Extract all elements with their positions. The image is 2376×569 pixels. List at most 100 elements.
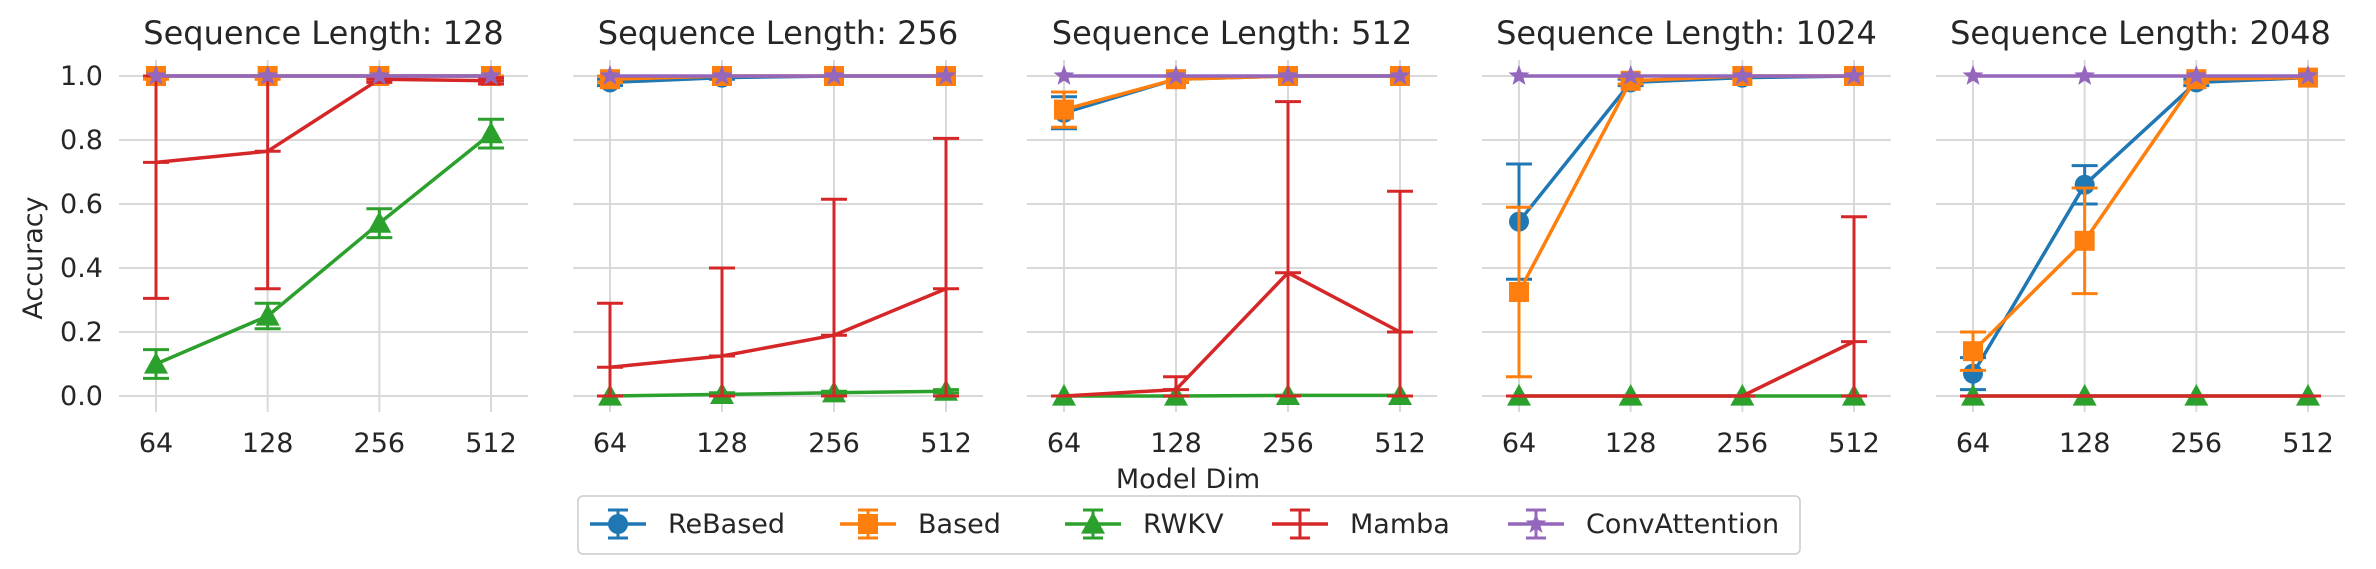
legend-marker (858, 514, 878, 534)
data-point (1963, 341, 1983, 362)
series-line (1971, 75, 2309, 353)
legend-marker (1081, 512, 1105, 534)
x-tick-label: 128 (696, 428, 748, 459)
y-tick-label: 0.4 (60, 253, 103, 284)
data-point (367, 211, 392, 233)
data-point (1053, 65, 1075, 85)
x-tick-label: 256 (808, 428, 860, 459)
x-tick-label: 128 (1150, 428, 1202, 459)
y-tick-label: 1.0 (60, 61, 103, 92)
data-point (2074, 174, 2095, 195)
series-rwkv (143, 117, 504, 380)
series-line (1063, 74, 1400, 112)
legend: ReBased Based RWKV Mamba ConvAttention (577, 495, 1801, 555)
legend-label: Mamba (1350, 509, 1450, 540)
data-point (480, 65, 502, 85)
panel-title: Sequence Length: 128 (143, 14, 503, 52)
panel-1: Sequence Length: 128 0.0 0.2 0.4 0.6 0.8 1.0 64… (60, 14, 528, 459)
panel-2: Sequence Length: 256 64 128 256 512 (573, 14, 983, 459)
series-mamba (597, 136, 959, 398)
legend-item-based: Based (840, 508, 1001, 540)
series-convattention (1053, 65, 1411, 85)
x-tick-label: 512 (1374, 428, 1426, 459)
x-tick-label: 64 (139, 428, 173, 459)
x-tick-label: 64 (1956, 428, 1990, 459)
x-tick-label: 256 (2171, 428, 2223, 459)
legend-frame (577, 495, 1801, 555)
legend-item-rwkv: RWKV (1065, 508, 1224, 540)
panel-5: Sequence Length: 2048 64 128 256 512 (1936, 14, 2345, 459)
y-tick-label: 0.0 (60, 381, 103, 412)
data-point (1843, 65, 1865, 85)
data-point (2074, 230, 2095, 251)
x-tick-label: 64 (1502, 428, 1536, 459)
x-tick-label: 256 (1262, 428, 1314, 459)
panel-title: Sequence Length: 1024 (1496, 14, 1877, 52)
x-tick-label: 512 (465, 428, 517, 459)
x-tick-label: 64 (1047, 428, 1081, 459)
data-point (1389, 65, 1411, 85)
series-mamba (1051, 100, 1413, 398)
data-point (823, 65, 845, 85)
data-point (479, 121, 503, 144)
legend-label: RWKV (1143, 509, 1224, 540)
series-mamba (1506, 215, 1867, 398)
chart-panels: Sequence Length: 128 0.0 0.2 0.4 0.6 0.8 1.0 64… (60, 14, 2345, 459)
data-point (935, 65, 957, 85)
series-mamba (143, 74, 504, 300)
y-tick-label: 0.8 (60, 125, 103, 156)
x-axis-label: Model Dim (1116, 464, 1260, 495)
x-tick-label: 512 (1828, 428, 1880, 459)
series-line (609, 287, 947, 369)
legend-marker (608, 514, 628, 534)
legend-label: Based (918, 509, 1001, 540)
x-tick-label: 128 (2059, 428, 2111, 459)
x-tick-label: 128 (242, 428, 294, 459)
panel-title: Sequence Length: 2048 (1950, 14, 2331, 52)
series-rebased (1960, 67, 2318, 392)
data-point (2074, 65, 2096, 85)
data-point (2185, 65, 2207, 85)
data-point (144, 352, 168, 374)
x-tick-label: 128 (1605, 428, 1657, 459)
data-point (145, 65, 167, 85)
series-line (155, 77, 492, 165)
panel-3: Sequence Length: 512 64 128 256 512 (1027, 14, 1437, 459)
x-tick-label: 256 (354, 428, 406, 459)
data-point (1962, 65, 1984, 85)
y-axis-label: Accuracy (18, 196, 49, 319)
series-line (1971, 75, 2309, 375)
legend-label: ReBased (668, 509, 785, 540)
data-point (1620, 65, 1642, 85)
legend-item-rebased: ReBased (590, 508, 785, 540)
y-tick-label: 0.2 (60, 317, 103, 348)
series-line (1063, 271, 1401, 398)
series-line (155, 132, 493, 366)
series-line (1519, 340, 1855, 398)
x-tick-label: 64 (593, 428, 627, 459)
series-convattention (1962, 65, 2319, 85)
data-point (1277, 65, 1299, 85)
data-point (1165, 65, 1187, 85)
series-rebased (1506, 66, 1864, 281)
series-based (1506, 66, 1864, 379)
legend-label: ConvAttention (1586, 509, 1779, 540)
y-tick-label: 0.6 (60, 189, 103, 220)
series-line (1064, 393, 1400, 398)
x-tick-label: 512 (2282, 428, 2334, 459)
series-line (609, 389, 947, 398)
series-line (1517, 74, 1854, 293)
series-rwkv (598, 379, 959, 406)
data-point (1508, 65, 1530, 85)
panel-title: Sequence Length: 256 (598, 14, 958, 52)
data-point (255, 304, 280, 326)
data-point (1509, 282, 1529, 302)
data-point (711, 65, 733, 85)
series-convattention (599, 65, 957, 85)
x-tick-label: 512 (920, 428, 972, 459)
legend-marker (1525, 513, 1547, 533)
data-point (257, 65, 279, 85)
data-point (2297, 65, 2319, 85)
panel-title: Sequence Length: 512 (1052, 14, 1412, 52)
